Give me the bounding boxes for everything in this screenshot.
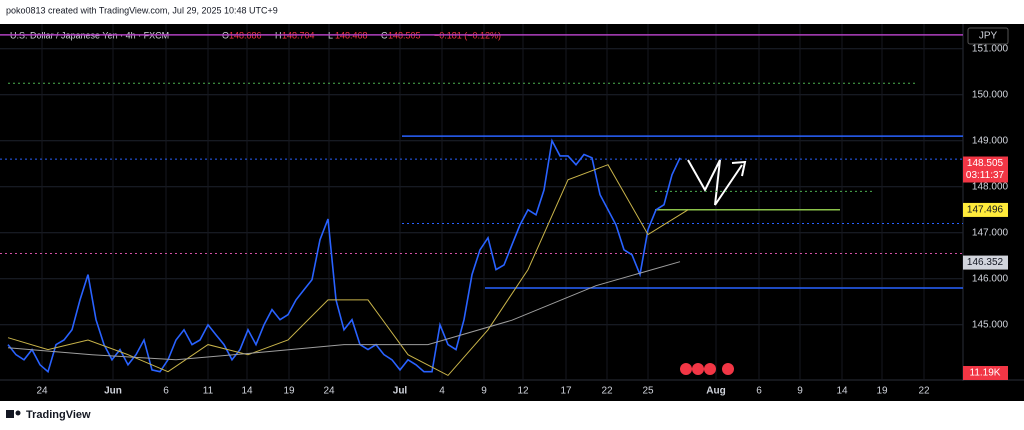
- price-label: 146.352: [967, 257, 1004, 268]
- volume-label: 11.19K: [970, 368, 1001, 379]
- y-tick-label: 146.000: [972, 273, 1009, 284]
- x-tick-label: 25: [642, 386, 654, 397]
- x-tick-label: 24: [323, 386, 335, 397]
- x-tick-label: 9: [797, 386, 803, 397]
- y-tick-label: 148.000: [972, 181, 1009, 192]
- time-axis: [0, 381, 1024, 401]
- logo: [6, 410, 21, 418]
- x-tick-label: 9: [481, 386, 487, 397]
- x-tick-label: 22: [601, 386, 613, 397]
- chart-area: [0, 24, 1024, 381]
- currency-box: [967, 27, 1009, 45]
- x-tick-label: 12: [517, 386, 529, 397]
- event-icons: [680, 363, 734, 375]
- price-label: 148.505: [967, 158, 1004, 169]
- x-tick-label: 22: [918, 386, 930, 397]
- y-tick-label: 147.000: [972, 227, 1009, 238]
- x-tick-label: 24: [36, 386, 48, 397]
- price-line: [7, 164, 689, 377]
- x-tick-label: 17: [560, 386, 572, 397]
- credit: poko0813 created with TradingView.com, J…: [6, 5, 278, 15]
- price-line: [7, 138, 681, 374]
- x-tick-label: Aug: [706, 386, 725, 397]
- footer: TradingView: [26, 409, 91, 421]
- grid: [0, 24, 963, 380]
- projection-arrow: [687, 159, 747, 206]
- x-tick-label: 6: [163, 386, 169, 397]
- x-tick-label: Jul: [393, 386, 408, 397]
- y-tick-label: 145.000: [972, 319, 1009, 330]
- price-line: [7, 261, 681, 361]
- x-tick-label: 14: [241, 386, 253, 397]
- y-tick-label: 149.000: [972, 135, 1009, 146]
- countdown: 03:11:37: [966, 170, 1005, 181]
- x-tick-label: 19: [876, 386, 888, 397]
- x-tick-label: 4: [439, 386, 445, 397]
- price-label-box: [963, 156, 1008, 183]
- volume-label-box: [963, 366, 1008, 380]
- x-tick-label: 19: [283, 386, 295, 397]
- y-tick-label: 150.000: [972, 89, 1009, 100]
- price-label: 147.496: [967, 205, 1004, 216]
- price-label-box: [963, 202, 1008, 217]
- x-tick-label: 6: [756, 386, 762, 397]
- currency: JPY: [979, 31, 998, 42]
- x-tick-label: 14: [836, 386, 848, 397]
- x-tick-label: Jun: [104, 386, 122, 397]
- y-tick-label: 151.000: [972, 43, 1009, 54]
- x-tick-label: 11: [203, 386, 214, 397]
- price-label-box: [963, 255, 1008, 270]
